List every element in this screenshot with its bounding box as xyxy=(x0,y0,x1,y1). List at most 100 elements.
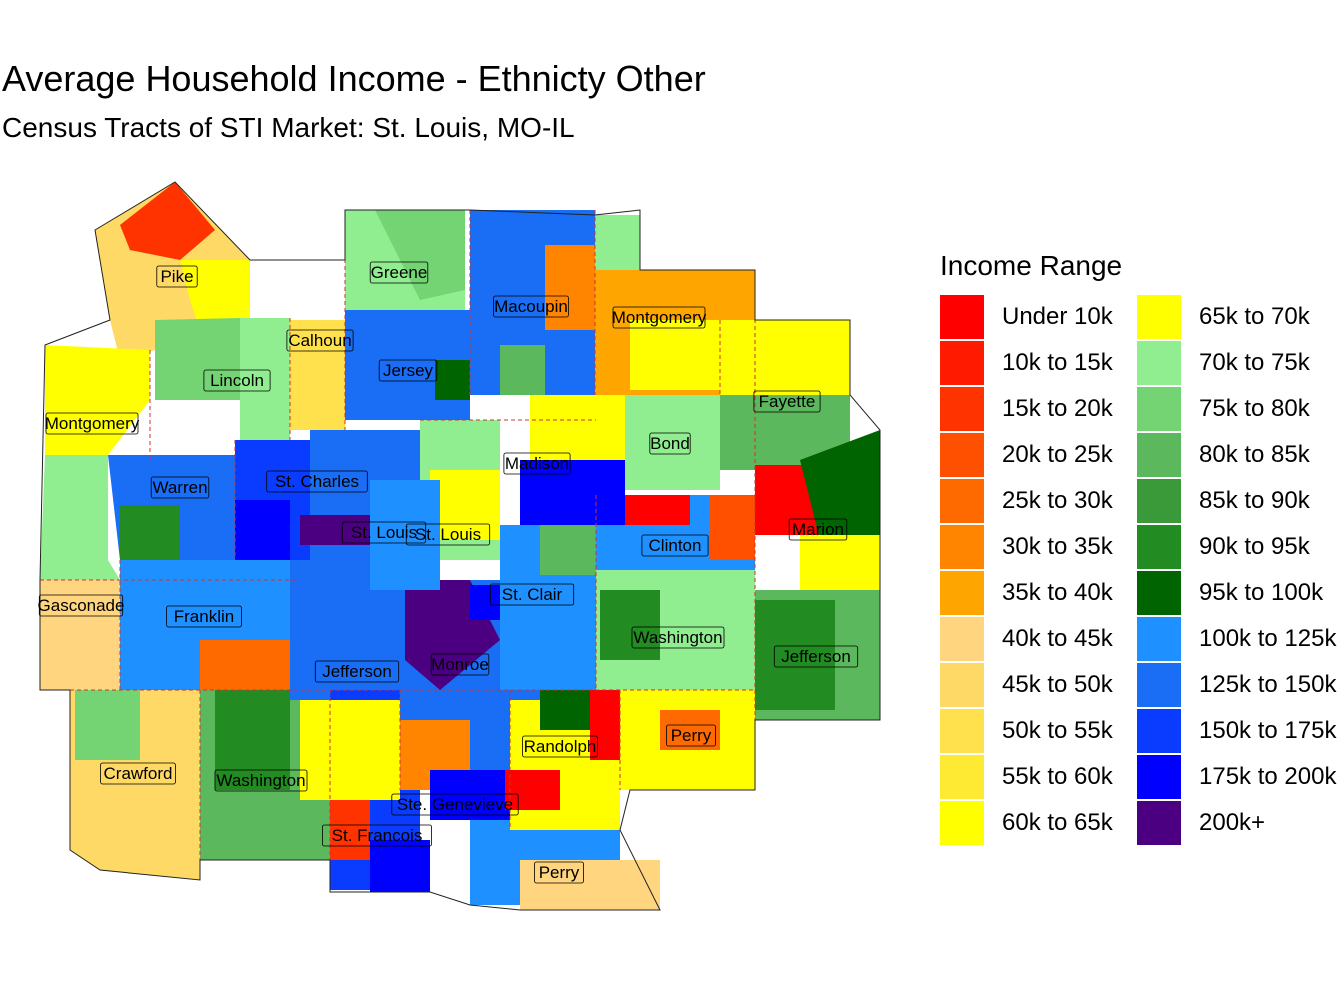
census-tract xyxy=(235,500,290,560)
legend-swatch xyxy=(1137,663,1181,707)
census-tract xyxy=(545,245,595,330)
county-label: St. Louis xyxy=(351,523,417,542)
county-label-box xyxy=(369,261,429,284)
census-tract xyxy=(240,318,290,440)
legend-swatch xyxy=(940,617,984,661)
census-tract xyxy=(375,210,465,300)
census-tract xyxy=(625,495,690,525)
legend-swatch xyxy=(1137,433,1181,477)
census-tract xyxy=(40,455,120,580)
county-label-box xyxy=(314,660,400,683)
legend-item: 125k to 150k xyxy=(1137,662,1336,708)
census-tract xyxy=(200,640,290,690)
legend-label: 75k to 80k xyxy=(1199,395,1310,422)
legend-swatch xyxy=(1137,617,1181,661)
county-label-box xyxy=(430,653,490,676)
census-tract xyxy=(520,860,660,910)
county-label-box xyxy=(378,359,438,382)
legend-columns: Under 10k 10k to 15k 15k to 20k 20k to 25k 2… xyxy=(940,294,1344,846)
county-label: Franklin xyxy=(174,607,234,626)
county-label: Clinton xyxy=(649,536,702,555)
legend-item: 15k to 20k xyxy=(940,386,1137,432)
legend-item: 70k to 75k xyxy=(1137,340,1334,386)
county-label: Randolph xyxy=(524,737,597,756)
census-tract xyxy=(660,710,720,750)
legend-swatch xyxy=(940,525,984,569)
legend-item: 35k to 40k xyxy=(940,570,1137,616)
county-label-box xyxy=(534,861,584,884)
legend-item: 175k to 200k xyxy=(1137,754,1337,800)
census-tract xyxy=(600,590,660,660)
census-tract xyxy=(720,395,850,470)
census-tract xyxy=(370,840,430,892)
legend-item: 55k to 60k xyxy=(940,754,1137,800)
census-tract xyxy=(710,495,755,560)
legend-label: 85k to 90k xyxy=(1199,487,1310,514)
census-tract xyxy=(430,470,500,540)
county-label: St. Louis xyxy=(415,525,481,544)
legend-swatch xyxy=(1137,755,1181,799)
legend-label: 175k to 200k xyxy=(1199,763,1337,790)
county-label-box xyxy=(493,295,569,318)
census-tract xyxy=(120,505,180,560)
county-label: Marion xyxy=(792,520,844,539)
county-label-box xyxy=(641,534,709,557)
legend-swatch xyxy=(940,433,984,477)
legend-column-right: 65k to 70k 70k to 75k 75k to 80k 80k to 85k… xyxy=(1137,294,1337,846)
county-label-box xyxy=(612,306,706,329)
legend-item: 45k to 50k xyxy=(940,662,1137,708)
legend-swatch xyxy=(1137,801,1181,845)
legend-swatch xyxy=(1137,341,1181,385)
census-tract xyxy=(470,585,500,620)
county-label-box xyxy=(503,452,571,475)
census-tract xyxy=(430,770,520,820)
county-label: Madison xyxy=(505,454,569,473)
census-tract xyxy=(630,320,720,390)
legend-label: Under 10k xyxy=(1002,303,1113,330)
market-outline xyxy=(39,181,881,911)
census-tract xyxy=(290,320,345,430)
census-tract xyxy=(155,318,240,400)
legend-swatch xyxy=(940,801,984,845)
census-tract xyxy=(120,182,215,260)
county-label: Jersey xyxy=(383,361,434,380)
legend-swatch xyxy=(940,755,984,799)
legend-swatch xyxy=(940,341,984,385)
census-tract xyxy=(520,460,625,525)
legend-label: 10k to 15k xyxy=(1002,349,1113,376)
county-label: Fayette xyxy=(759,392,816,411)
legend-item: 40k to 45k xyxy=(940,616,1137,662)
legend-item: 25k to 30k xyxy=(940,478,1137,524)
legend-label: 200k+ xyxy=(1199,809,1266,836)
legend-label: 15k to 20k xyxy=(1002,395,1113,422)
legend-label: 150k to 175k xyxy=(1199,717,1337,744)
census-tract xyxy=(300,700,400,800)
county-label-box xyxy=(150,476,210,499)
county-label: Perry xyxy=(539,863,580,882)
legend-item: 75k to 80k xyxy=(1137,386,1334,432)
county-label: Jefferson xyxy=(781,647,851,666)
county-label-box xyxy=(266,470,368,493)
legend-item: Under 10k xyxy=(940,294,1137,340)
county-label: Bond xyxy=(650,434,690,453)
legend-item: 85k to 90k xyxy=(1137,478,1334,524)
legend-label: 90k to 95k xyxy=(1199,533,1310,560)
census-tract xyxy=(40,580,120,690)
county-label-box xyxy=(753,390,821,413)
census-tract xyxy=(610,395,720,490)
county-label-box xyxy=(214,769,308,792)
county-label-box xyxy=(788,518,848,541)
census-tract xyxy=(540,525,596,575)
legend-label: 30k to 35k xyxy=(1002,533,1113,560)
census-tract xyxy=(720,320,850,405)
legend-label: 25k to 30k xyxy=(1002,487,1113,514)
county-label-box xyxy=(489,583,575,606)
county-label-box xyxy=(666,724,716,747)
county-label: Pike xyxy=(160,267,193,286)
county-label: Ste. Genevieve xyxy=(397,795,513,814)
legend-label: 70k to 75k xyxy=(1199,349,1310,376)
legend-swatch xyxy=(940,387,984,431)
map-title: Average Household Income - Ethnicty Othe… xyxy=(2,58,706,99)
census-tract xyxy=(290,560,400,700)
county-label-box xyxy=(522,735,598,758)
